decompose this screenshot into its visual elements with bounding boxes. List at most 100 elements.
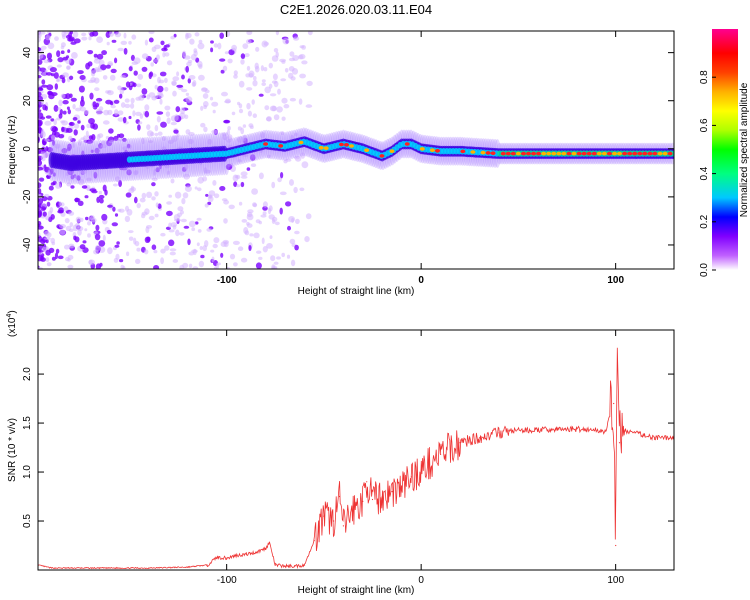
noise-point	[151, 177, 158, 181]
spectrogram-ytick-label: 40	[22, 47, 33, 59]
noise-point	[268, 205, 273, 212]
noise-point	[222, 239, 229, 245]
noise-point	[157, 131, 163, 136]
noise-point	[128, 230, 134, 234]
noise-point	[256, 250, 262, 254]
noise-point	[72, 117, 78, 121]
band-peak	[429, 148, 435, 152]
noise-point	[224, 31, 231, 37]
snr-point	[342, 525, 344, 527]
noise-point	[54, 36, 59, 41]
snr-point	[605, 430, 607, 432]
noise-point	[192, 80, 197, 87]
noise-point	[221, 91, 228, 97]
noise-point	[95, 224, 100, 231]
noise-point	[62, 56, 69, 61]
band-peak	[541, 151, 547, 156]
band-peak	[435, 149, 440, 153]
noise-point	[122, 146, 128, 151]
noise-point	[246, 223, 253, 228]
noise-point	[101, 50, 107, 56]
snr-point	[303, 564, 306, 566]
noise-point	[38, 188, 42, 195]
noise-point	[194, 186, 198, 190]
snr-point	[654, 437, 656, 439]
noise-point	[136, 247, 141, 252]
noise-point	[264, 86, 272, 94]
noise-point	[38, 159, 43, 167]
noise-point	[45, 257, 50, 263]
noise-point	[77, 200, 84, 206]
noise-point	[258, 256, 263, 260]
noise-point	[268, 62, 273, 69]
noise-point	[94, 147, 100, 154]
noise-point	[107, 109, 113, 116]
noise-point	[79, 106, 86, 112]
noise-point	[279, 191, 287, 196]
band-peak	[591, 151, 597, 156]
noise-point	[114, 57, 118, 64]
noise-point	[49, 67, 57, 73]
noise-point	[291, 68, 299, 75]
noise-point	[160, 248, 166, 254]
noise-point	[148, 37, 154, 43]
noise-point	[52, 172, 56, 177]
noise-point	[120, 40, 128, 46]
noise-point	[73, 123, 80, 129]
noise-point	[44, 69, 48, 73]
noise-point	[80, 99, 85, 107]
noise-point	[187, 59, 193, 64]
noise-point	[154, 84, 158, 90]
noise-point	[38, 95, 43, 102]
snr-point	[294, 565, 296, 567]
noise-point	[124, 103, 131, 109]
noise-point	[294, 156, 302, 162]
noise-point	[246, 87, 253, 91]
noise-point	[87, 61, 93, 67]
band-peak	[338, 142, 344, 147]
noise-point	[185, 92, 190, 96]
noise-point	[164, 52, 170, 57]
noise-point	[57, 57, 64, 63]
snr-point	[618, 442, 621, 444]
noise-point	[178, 232, 185, 236]
noise-point	[109, 74, 116, 81]
noise-point	[212, 243, 218, 249]
noise-point	[116, 133, 121, 138]
noise-point	[38, 205, 41, 210]
noise-point	[38, 32, 42, 39]
noise-point	[53, 119, 57, 126]
snr-point	[109, 567, 111, 569]
noise-point	[180, 218, 187, 223]
noise-point	[60, 120, 66, 124]
noise-point	[170, 35, 175, 40]
snr-point	[371, 498, 374, 501]
noise-point	[122, 265, 126, 269]
noise-point	[173, 129, 179, 134]
noise-point	[198, 260, 205, 268]
noise-point	[210, 40, 214, 44]
noise-point	[266, 243, 273, 249]
noise-point	[130, 187, 137, 192]
noise-point	[93, 53, 98, 58]
noise-point	[38, 221, 42, 226]
noise-point	[232, 240, 240, 245]
band-peak	[637, 151, 643, 156]
snr-point	[268, 542, 270, 544]
noise-point	[38, 53, 44, 59]
band-peak	[364, 148, 370, 152]
band-peak	[596, 151, 602, 156]
noise-point	[45, 115, 52, 119]
noise-point	[154, 132, 159, 137]
noise-point	[153, 169, 156, 176]
noise-point	[175, 229, 180, 237]
noise-point	[255, 219, 261, 224]
colorbar-tick-label: 0.2	[699, 214, 710, 228]
noise-point	[66, 106, 70, 110]
noise-point	[54, 143, 61, 149]
band-peak	[263, 142, 269, 146]
noise-point	[164, 105, 171, 111]
snr-xtick-label: -100	[217, 575, 237, 586]
noise-point	[294, 244, 299, 251]
snr-point	[338, 495, 341, 498]
